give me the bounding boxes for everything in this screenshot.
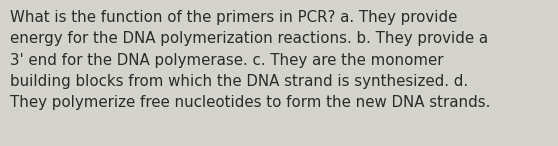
Text: What is the function of the primers in PCR? a. They provide
energy for the DNA p: What is the function of the primers in P… [10,10,490,110]
